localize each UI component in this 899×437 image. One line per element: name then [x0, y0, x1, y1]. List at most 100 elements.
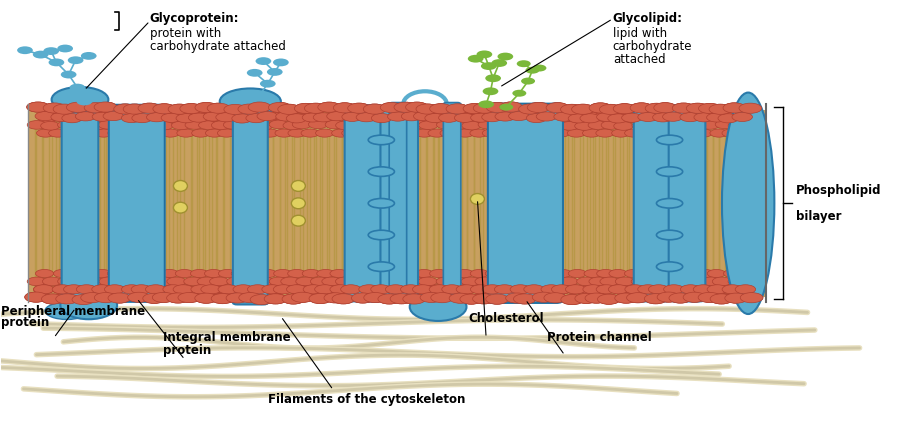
Ellipse shape: [197, 277, 217, 286]
Ellipse shape: [505, 293, 529, 303]
Ellipse shape: [303, 285, 324, 294]
Ellipse shape: [681, 285, 701, 294]
Ellipse shape: [681, 285, 701, 294]
Ellipse shape: [512, 270, 530, 277]
Ellipse shape: [657, 292, 680, 302]
Ellipse shape: [486, 102, 509, 113]
Ellipse shape: [497, 285, 517, 294]
Ellipse shape: [143, 293, 165, 303]
Ellipse shape: [686, 103, 709, 113]
Ellipse shape: [453, 112, 473, 121]
Ellipse shape: [450, 293, 472, 303]
Ellipse shape: [568, 114, 589, 123]
Ellipse shape: [678, 270, 696, 277]
Ellipse shape: [224, 104, 246, 114]
Ellipse shape: [316, 270, 335, 277]
Ellipse shape: [393, 121, 413, 130]
Ellipse shape: [161, 114, 181, 123]
Ellipse shape: [278, 104, 300, 114]
Ellipse shape: [561, 295, 583, 305]
Ellipse shape: [522, 285, 543, 294]
Ellipse shape: [420, 292, 443, 302]
Text: attached: attached: [613, 53, 665, 66]
Ellipse shape: [282, 294, 305, 304]
Ellipse shape: [440, 129, 458, 137]
Ellipse shape: [642, 277, 662, 286]
Ellipse shape: [92, 285, 112, 294]
Ellipse shape: [632, 121, 651, 130]
FancyBboxPatch shape: [669, 105, 706, 302]
Ellipse shape: [356, 129, 374, 137]
Ellipse shape: [316, 285, 337, 294]
Ellipse shape: [199, 121, 218, 129]
Ellipse shape: [473, 103, 496, 113]
Ellipse shape: [218, 285, 238, 294]
Ellipse shape: [527, 102, 550, 112]
Ellipse shape: [386, 285, 405, 294]
Ellipse shape: [359, 285, 379, 294]
Ellipse shape: [233, 285, 254, 294]
Ellipse shape: [669, 293, 691, 303]
Ellipse shape: [574, 293, 598, 303]
Ellipse shape: [161, 285, 182, 294]
Ellipse shape: [85, 103, 107, 113]
Ellipse shape: [43, 103, 66, 113]
Ellipse shape: [121, 285, 142, 294]
Ellipse shape: [654, 103, 677, 113]
Ellipse shape: [56, 294, 78, 304]
Ellipse shape: [218, 270, 236, 277]
Ellipse shape: [37, 129, 55, 137]
Ellipse shape: [699, 292, 721, 302]
Ellipse shape: [625, 270, 643, 277]
Ellipse shape: [381, 121, 400, 129]
Ellipse shape: [589, 277, 609, 286]
Ellipse shape: [390, 294, 413, 304]
Text: Cholesterol: Cholesterol: [468, 312, 544, 325]
Ellipse shape: [475, 277, 494, 286]
Ellipse shape: [128, 121, 147, 129]
Text: Peripheral membrane: Peripheral membrane: [2, 305, 146, 319]
Ellipse shape: [52, 285, 73, 294]
Ellipse shape: [561, 295, 583, 305]
Ellipse shape: [536, 112, 556, 121]
Ellipse shape: [291, 198, 306, 209]
Ellipse shape: [178, 292, 200, 303]
Ellipse shape: [413, 285, 433, 294]
Ellipse shape: [468, 114, 488, 123]
Ellipse shape: [147, 113, 167, 122]
Ellipse shape: [248, 102, 271, 112]
Ellipse shape: [527, 129, 545, 137]
Ellipse shape: [168, 104, 191, 114]
Ellipse shape: [541, 285, 562, 294]
Ellipse shape: [76, 270, 95, 277]
Ellipse shape: [456, 270, 474, 277]
Ellipse shape: [249, 270, 267, 277]
Ellipse shape: [415, 129, 433, 137]
Ellipse shape: [544, 293, 566, 303]
Ellipse shape: [631, 277, 651, 286]
Ellipse shape: [596, 285, 617, 294]
Circle shape: [512, 90, 526, 97]
Text: Glycolipid:: Glycolipid:: [613, 12, 682, 25]
Ellipse shape: [104, 285, 125, 294]
Ellipse shape: [725, 293, 748, 303]
Ellipse shape: [560, 121, 579, 130]
Ellipse shape: [33, 285, 54, 294]
Text: Protein channel: Protein channel: [547, 331, 652, 344]
Ellipse shape: [524, 285, 544, 294]
Ellipse shape: [613, 104, 636, 114]
Ellipse shape: [352, 293, 374, 303]
Ellipse shape: [660, 121, 679, 130]
Ellipse shape: [180, 104, 202, 114]
Circle shape: [481, 62, 496, 70]
Circle shape: [478, 101, 494, 108]
Ellipse shape: [369, 167, 395, 177]
Ellipse shape: [123, 104, 146, 114]
Text: carbohydrate attached: carbohydrate attached: [150, 40, 286, 52]
Ellipse shape: [665, 270, 684, 277]
Ellipse shape: [348, 277, 368, 286]
Ellipse shape: [516, 277, 535, 286]
Ellipse shape: [363, 104, 386, 114]
Ellipse shape: [645, 103, 668, 114]
Ellipse shape: [359, 285, 379, 294]
